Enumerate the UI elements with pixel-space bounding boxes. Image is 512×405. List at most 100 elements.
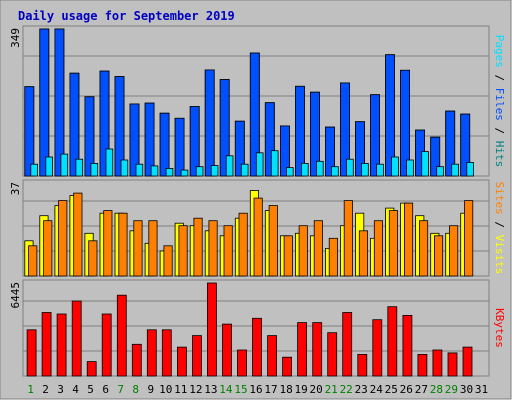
bar-kbytes-day-undefined: [146, 329, 157, 377]
legend-separator: /: [493, 215, 506, 235]
chart-title: Daily usage for September 2019: [18, 9, 235, 23]
bar-files-day-30: [460, 113, 471, 177]
day-axis: 1 2 3 4 5 6 7 8 9 10 11 12 13 14 15 16 17 18 19 20 21 22 23 24 2…: [27, 383, 488, 396]
bar-kbytes-day-undefined: [432, 349, 443, 377]
panel-legend: KBytes: [493, 308, 506, 348]
chart-panel-3: 6445 KBytes: [9, 279, 506, 377]
bar-files-day-15: [234, 120, 245, 177]
bar-pages-day-15: [240, 163, 249, 177]
bar-kbytes-day-undefined: [297, 322, 308, 377]
day-label-26: 26: [400, 383, 413, 396]
bar-files-day-14: [219, 79, 230, 177]
bar-kbytes-day-undefined: [237, 349, 247, 377]
bar-kbytes-day-undefined: [101, 313, 112, 377]
day-label-23: 23: [355, 383, 368, 396]
bar-files-day-17: [264, 102, 275, 177]
bar-sites-day-undefined: [253, 197, 263, 277]
bar-sites-day-undefined: [313, 220, 323, 277]
bar-kbytes-day-undefined: [71, 300, 82, 377]
day-label-30: 30: [460, 383, 473, 396]
bar-files-day-10: [159, 112, 170, 177]
bar-kbytes-day-undefined: [176, 346, 187, 377]
bar-files-day-9: [144, 102, 155, 177]
bar-pages-day-25: [391, 156, 399, 177]
bar-kbytes-day-undefined: [222, 323, 232, 377]
bar-pages-day-27: [421, 151, 429, 177]
day-label-12: 12: [189, 383, 202, 396]
bar-pages-day-16: [255, 152, 264, 177]
bar-pages-day-14: [225, 155, 234, 177]
bar-files-day-16: [249, 52, 260, 177]
bar-pages-day-12: [195, 166, 204, 177]
day-label-19: 19: [294, 383, 307, 396]
bar-kbytes-day-undefined: [417, 353, 428, 377]
bar-sites-day-undefined: [388, 210, 398, 277]
bar-files-day-8: [129, 103, 140, 177]
bar-pages-day-24: [376, 163, 384, 177]
bar-pages-day-10: [165, 167, 174, 177]
y-max-label: 6445: [9, 282, 22, 309]
day-label-11: 11: [174, 383, 187, 396]
legend-entry: Hits: [493, 141, 506, 168]
bar-pages-day-5: [90, 162, 99, 177]
bar-files-day-5: [84, 96, 95, 177]
bar-files-day-20: [309, 91, 320, 177]
bar-sites-day-undefined: [283, 235, 293, 277]
bar-files-day-2: [39, 28, 50, 177]
day-label-10: 10: [159, 383, 172, 396]
day-label-17: 17: [264, 383, 277, 396]
bar-sites-day-undefined: [73, 192, 83, 277]
bar-files-day-4: [69, 72, 80, 177]
bar-sites-day-undefined: [28, 245, 38, 277]
day-label-8: 8: [132, 383, 139, 396]
day-label-28: 28: [430, 383, 443, 396]
bar-sites-day-undefined: [223, 225, 233, 277]
day-label-5: 5: [87, 383, 94, 396]
bar-kbytes-day-undefined: [327, 332, 338, 377]
bar-pages-day-9: [150, 165, 159, 177]
bar-sites-day-undefined: [433, 235, 444, 277]
panel-legend: Pages / Files / Hits: [493, 35, 506, 168]
bar-files-day-24: [370, 94, 380, 177]
bar-sites-day-undefined: [58, 200, 68, 277]
bar-kbytes-day-undefined: [161, 329, 172, 377]
bar-kbytes-day-undefined: [342, 312, 353, 377]
bar-pages-day-19: [300, 162, 309, 177]
day-label-7: 7: [117, 383, 124, 396]
day-label-29: 29: [445, 383, 458, 396]
day-label-14: 14: [219, 383, 233, 396]
bar-sites-day-undefined: [298, 225, 308, 277]
bar-kbytes-day-undefined: [402, 314, 413, 377]
bar-files-day-18: [279, 125, 290, 177]
bar-kbytes-day-undefined: [116, 294, 127, 377]
bar-sites-day-undefined: [103, 210, 113, 277]
bar-kbytes-day-undefined: [26, 329, 37, 377]
bar-kbytes-day-undefined: [462, 346, 473, 377]
bar-pages-day-17: [270, 150, 279, 177]
bar-kbytes-day-undefined: [312, 322, 323, 377]
day-label-27: 27: [415, 383, 428, 396]
bar-sites-day-undefined: [328, 237, 338, 277]
bar-files-day-13: [204, 69, 215, 177]
bar-pages-day-11: [180, 169, 189, 177]
bar-sites-day-undefined: [148, 220, 158, 277]
bar-kbytes-day-undefined: [387, 306, 398, 377]
bar-kbytes-day-undefined: [267, 335, 278, 377]
bar-files-day-1: [24, 86, 35, 177]
bar-sites-day-undefined: [358, 230, 368, 277]
day-label-22: 22: [340, 383, 353, 396]
bar-files-day-25: [385, 54, 396, 177]
bar-pages-day-7: [120, 159, 129, 177]
bar-sites-day-undefined: [464, 200, 474, 277]
bar-sites-day-undefined: [403, 202, 414, 277]
day-label-31: 31: [475, 383, 488, 396]
y-max-label: 37: [9, 182, 22, 195]
bar-sites-day-undefined: [133, 220, 143, 277]
bar-files-day-12: [189, 106, 200, 177]
day-label-13: 13: [204, 383, 217, 396]
bar-pages-day-22: [346, 158, 354, 177]
bar-pages-day-4: [75, 158, 84, 177]
bar-kbytes-day-undefined: [41, 312, 52, 377]
